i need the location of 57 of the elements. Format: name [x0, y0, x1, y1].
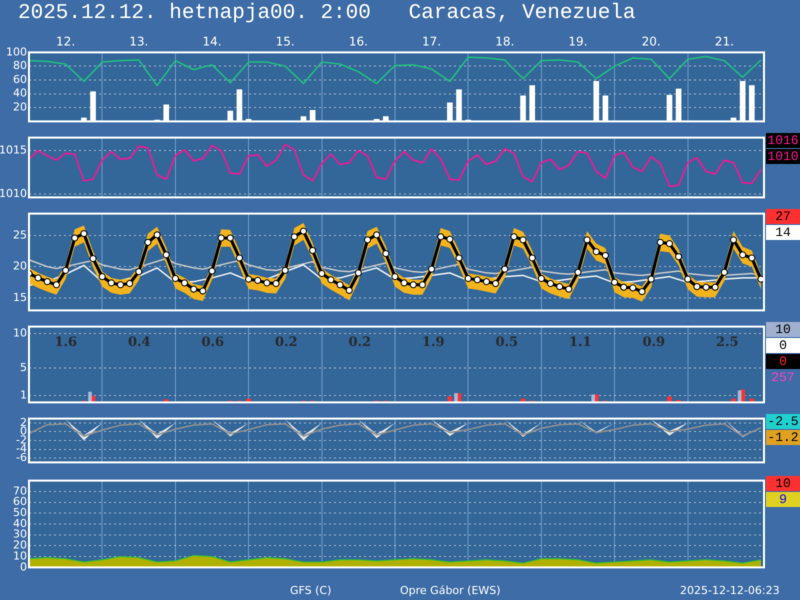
- y-tick-label: 60: [13, 72, 27, 86]
- annotation: 1.1: [568, 334, 592, 350]
- text: -2.5: [766, 414, 800, 429]
- text: 10: [766, 322, 800, 337]
- y-tick-label: 30: [13, 528, 27, 541]
- annotation: 2.5: [716, 334, 739, 350]
- annotation: 1.9: [422, 334, 445, 350]
- text: 9: [766, 492, 800, 507]
- x-tick-label: 14.: [202, 34, 222, 48]
- text: 1016: [766, 133, 800, 148]
- x-tick-label: 13.: [129, 34, 148, 48]
- x-tick-label: 18.: [495, 34, 514, 48]
- text: 14: [766, 225, 800, 240]
- text: GFS (C): [290, 584, 332, 597]
- y-tick-label: 1: [20, 388, 27, 402]
- y-tick-label: 70: [13, 484, 27, 498]
- annotation: 0.5: [495, 334, 518, 350]
- annotation: 0.2: [274, 334, 298, 350]
- annotation: 0.6: [201, 334, 224, 350]
- chart-title: 2025.12.12. hetnapja00. 2:00 Caracas, Venezuela: [18, 1, 636, 27]
- x-tick-label: 21.: [714, 34, 734, 48]
- x-tick-label: 16.: [348, 34, 368, 48]
- x-tick-label: 15.: [276, 34, 295, 48]
- text: -1.2: [766, 430, 800, 445]
- y-tick-label: 5: [20, 360, 27, 374]
- text: 0: [766, 338, 800, 353]
- annotation: 0.9: [642, 334, 666, 350]
- x-tick-label: 17.: [422, 34, 442, 48]
- y-tick-label: 1015: [0, 143, 27, 156]
- text: 2025-12-12-06:23: [680, 584, 780, 597]
- y-tick-label: 20: [13, 100, 27, 114]
- y-tick-label: 10: [13, 326, 27, 340]
- y-tick-label: 40: [13, 86, 27, 100]
- y-tick-label: 1010: [0, 186, 27, 200]
- text: Opre Gábor (EWS): [400, 584, 501, 597]
- text: 257: [766, 370, 800, 385]
- text: 10: [766, 476, 800, 491]
- annotation: 0.4: [128, 334, 151, 350]
- x-tick-label: 12.: [56, 34, 76, 48]
- x-tick-label: 20.: [642, 34, 661, 48]
- y-tick-label: 15: [13, 290, 27, 304]
- annotation: 1.6: [54, 334, 78, 350]
- y-tick-label: 25: [13, 228, 27, 242]
- text: 0: [766, 354, 800, 369]
- y-tick-label: 40: [13, 516, 27, 530]
- y-tick-label: 80: [13, 59, 27, 72]
- annotation: 0.2: [348, 334, 372, 350]
- y-tick-label: 60: [13, 495, 27, 508]
- text: 27: [766, 209, 800, 224]
- y-tick-label: 100: [6, 45, 27, 58]
- y-tick-label: 0: [20, 560, 27, 574]
- y-tick-label: 10: [13, 549, 27, 562]
- y-tick-label: 20: [13, 260, 27, 273]
- y-tick-label: 50: [13, 506, 27, 520]
- x-tick-label: 19.: [568, 34, 588, 48]
- y-tick-label: 20: [13, 538, 27, 552]
- text: 1010: [766, 149, 800, 164]
